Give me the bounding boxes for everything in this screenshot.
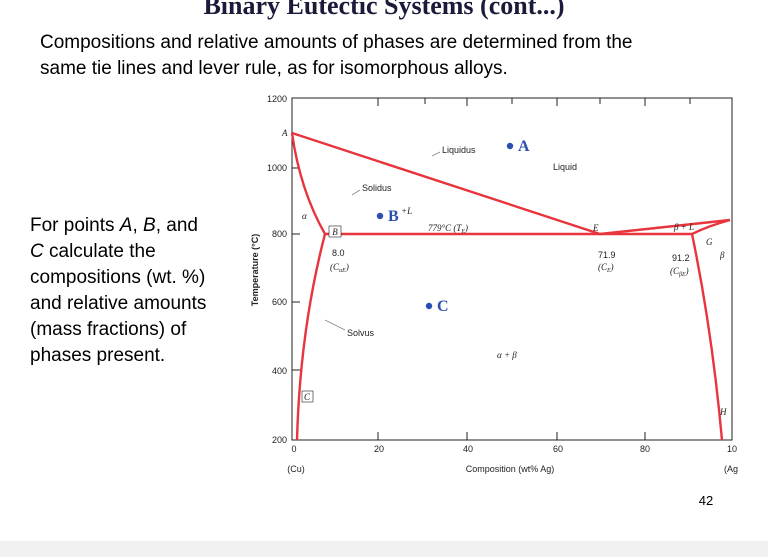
footer-strip	[0, 541, 768, 557]
label: 779°C (TE)	[428, 223, 468, 235]
label: H	[719, 407, 727, 417]
y-tick-label: 600	[272, 297, 287, 307]
question-line: compositions (wt. %)	[30, 267, 205, 288]
y-tick-label: 1200	[267, 94, 287, 104]
x-tick-label: 10	[727, 444, 737, 454]
label-box	[328, 225, 342, 238]
text: βE	[678, 272, 686, 278]
question-line: and relative amounts	[30, 293, 206, 314]
text: (C	[330, 262, 340, 272]
x-tick-label: 40	[463, 444, 473, 454]
label: G	[706, 237, 713, 247]
phase-boundaries	[290, 131, 731, 441]
question-line: phases present.	[30, 345, 165, 366]
label: E	[592, 223, 599, 233]
label: α	[302, 211, 307, 221]
x-end-label: (Ag	[724, 464, 738, 474]
text: C	[30, 241, 44, 262]
point-marker	[376, 212, 384, 220]
question-line: For points A, B, and	[30, 215, 198, 236]
text: E	[460, 229, 465, 235]
text: )	[685, 266, 689, 276]
y-tick-label: 1000	[267, 163, 287, 173]
intro-line: Compositions and relative amounts of pha…	[40, 32, 632, 53]
title: Binary Eutectic Systems (cont...)	[203, 0, 564, 20]
solidus-left	[290, 132, 327, 235]
text: (C	[670, 266, 680, 276]
leaders	[324, 151, 441, 331]
x-tick-label: 20	[374, 444, 384, 454]
label: 71.9	[598, 250, 616, 260]
label: A	[281, 128, 288, 138]
y-axis-title: Temperature (°C)	[250, 234, 260, 306]
text: )	[610, 262, 614, 272]
ticks	[292, 98, 691, 440]
point-label: +L	[401, 206, 412, 216]
label: α + β	[497, 350, 517, 360]
point-label: A	[518, 138, 530, 155]
label: β + L	[673, 222, 694, 232]
question-line: (mass fractions) of	[30, 319, 187, 340]
y-tick-label: 400	[272, 366, 287, 376]
question-line: C calculate the	[30, 241, 156, 262]
point-label: C	[437, 298, 449, 315]
label: Solidus	[362, 183, 392, 193]
text: 779°C (T	[428, 223, 462, 233]
intro-line: same tie lines and lever rule, as for is…	[40, 58, 508, 79]
x-tick-label: 0	[291, 444, 296, 454]
text: αE	[339, 268, 346, 274]
solvus-left	[295, 233, 327, 441]
x-axis-title: Composition (wt% Ag)	[466, 464, 555, 474]
text: )	[345, 262, 349, 272]
label-box	[301, 390, 314, 403]
x-end-label: (Cu)	[287, 464, 305, 474]
y-tick-label: 800	[272, 229, 287, 239]
label: Liquidus	[442, 145, 476, 155]
label: 8.0	[332, 248, 345, 258]
text: E	[606, 268, 611, 274]
text: ,	[132, 215, 143, 236]
text: B	[143, 215, 156, 236]
text: For points	[30, 215, 120, 236]
page-number: 42	[699, 493, 713, 508]
solvus-right	[690, 233, 724, 441]
text: A	[119, 215, 133, 236]
text: (C	[598, 262, 608, 272]
point-marker	[506, 142, 514, 150]
label: Solvus	[347, 328, 375, 338]
label: (CαE)	[330, 262, 349, 274]
text: calculate the	[44, 241, 156, 262]
question: For points A, B, and C calculate the com…	[30, 215, 206, 366]
label: 91.2	[672, 253, 690, 263]
label: Liquid	[553, 162, 577, 172]
phase-diagram: 1200 1000 800 600 400 200 0 20 40 60 80 …	[250, 94, 738, 474]
label: C	[304, 392, 311, 402]
label: (CβE)	[670, 266, 689, 278]
y-tick-label: 200	[272, 435, 287, 445]
point-label: B	[388, 208, 399, 225]
label: (CE)	[598, 262, 614, 274]
label: B	[332, 227, 338, 237]
text: )	[464, 223, 468, 233]
label: β	[719, 250, 725, 260]
text: , and	[156, 215, 198, 236]
x-tick-label: 60	[553, 444, 563, 454]
x-tick-label: 80	[640, 444, 650, 454]
point-marker	[425, 302, 433, 310]
solidus-right	[691, 218, 731, 236]
